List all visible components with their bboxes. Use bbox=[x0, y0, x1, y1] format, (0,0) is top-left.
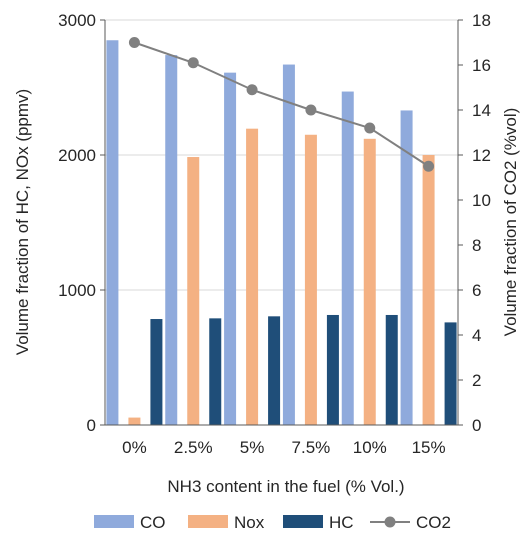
bar-co bbox=[224, 73, 236, 425]
y-tick-label: 3000 bbox=[58, 11, 96, 30]
bar-nox bbox=[187, 157, 199, 425]
y2-tick-label: 14 bbox=[472, 101, 491, 120]
bar-hc bbox=[268, 316, 280, 425]
legend-swatch-co bbox=[94, 515, 134, 528]
legend-swatch-nox bbox=[188, 515, 228, 528]
co2-point bbox=[423, 161, 434, 172]
x-tick-label: 7.5% bbox=[292, 438, 331, 457]
legend-label-co: CO bbox=[140, 513, 166, 532]
y-tick-label: 0 bbox=[87, 416, 96, 435]
y2-tick-label: 0 bbox=[472, 416, 481, 435]
bar-nox bbox=[128, 418, 140, 425]
y2-axis-title: Volume fraction of CO2 (%vol) bbox=[501, 108, 520, 337]
legend-swatch-hc bbox=[283, 515, 323, 528]
bar-hc bbox=[445, 322, 457, 425]
bar-co bbox=[283, 65, 295, 425]
bar-hc bbox=[209, 318, 221, 425]
legend-label-nox: Nox bbox=[234, 513, 265, 532]
co2-point bbox=[364, 123, 375, 134]
co2-point bbox=[305, 105, 316, 116]
x-tick-label: 15% bbox=[412, 438, 446, 457]
co2-line bbox=[134, 43, 428, 167]
bar-nox bbox=[246, 129, 258, 425]
legend-label-co2: CO2 bbox=[416, 513, 451, 532]
y2-tick-label: 18 bbox=[472, 11, 491, 30]
bar-hc bbox=[327, 315, 339, 425]
legend-marker-co2 bbox=[385, 517, 396, 528]
bar-co bbox=[165, 55, 177, 425]
y2-tick-label: 4 bbox=[472, 326, 481, 345]
x-tick-label: 0% bbox=[122, 438, 147, 457]
bar-co bbox=[401, 110, 413, 425]
x-tick-label: 2.5% bbox=[174, 438, 213, 457]
bar-hc bbox=[150, 319, 162, 425]
bars bbox=[106, 40, 456, 425]
co2-point bbox=[188, 57, 199, 68]
bar-nox bbox=[423, 155, 435, 425]
bar-co bbox=[106, 40, 118, 425]
bar-nox bbox=[364, 139, 376, 425]
co2-point bbox=[247, 84, 258, 95]
y2-tick-label: 6 bbox=[472, 281, 481, 300]
bar-nox bbox=[305, 135, 317, 425]
y2-tick-label: 2 bbox=[472, 371, 481, 390]
bar-co bbox=[342, 92, 354, 425]
legend: CO Nox HC CO2 bbox=[94, 513, 451, 532]
y2-tick-label: 10 bbox=[472, 191, 491, 210]
co2-point bbox=[129, 37, 140, 48]
x-tick-label: 10% bbox=[353, 438, 387, 457]
x-axis-title: NH3 content in the fuel (% Vol.) bbox=[167, 477, 404, 496]
y2-tick-label: 16 bbox=[472, 56, 491, 75]
y2-tick-label: 12 bbox=[472, 146, 491, 165]
y-tick-label: 2000 bbox=[58, 146, 96, 165]
y-tick-label: 1000 bbox=[58, 281, 96, 300]
legend-label-hc: HC bbox=[329, 513, 354, 532]
y-axis-title: Volume fraction of HC, NOx (ppmv) bbox=[13, 89, 32, 355]
x-tick-label: 5% bbox=[240, 438, 265, 457]
bar-hc bbox=[386, 315, 398, 425]
y2-tick-label: 8 bbox=[472, 236, 481, 255]
